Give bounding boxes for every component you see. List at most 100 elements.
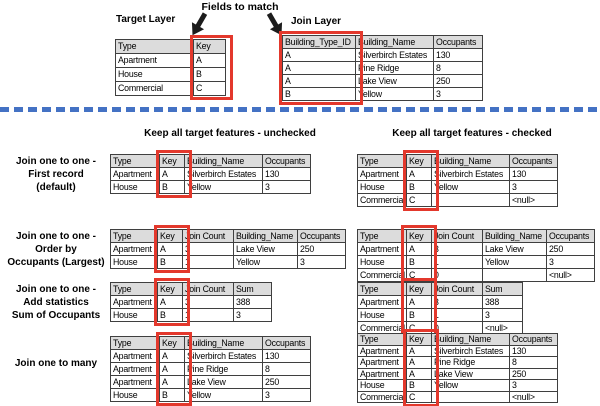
table-cell: 130 bbox=[509, 167, 558, 181]
data-table: Type Key Join Count Building_Name Occupants A… bbox=[357, 229, 595, 282]
table-cell: C bbox=[405, 268, 432, 282]
column-header: Building_Name bbox=[431, 333, 510, 346]
column-header: Type bbox=[110, 336, 160, 350]
table-cell: C bbox=[406, 193, 432, 207]
table-cell: 1 bbox=[182, 308, 234, 322]
table-cell: A bbox=[282, 48, 356, 62]
table-row: Apartment A bbox=[115, 53, 226, 68]
table-cell: House bbox=[110, 255, 158, 269]
column-header: Occupants bbox=[262, 336, 311, 350]
result-table-first-checked: Type Key Building_Name Occupants Apartment A S… bbox=[357, 150, 558, 211]
column-header: Type bbox=[357, 229, 407, 243]
table-cell: 388 bbox=[481, 295, 523, 309]
result-table-stats-checked: Type Key Join Count Sum Apartment A 3 388 House B… bbox=[357, 278, 523, 339]
column-header: Type bbox=[110, 229, 158, 243]
table-cell: 3 bbox=[182, 242, 234, 256]
result-table-many-checked: Type Key Building_Name Occupants Apartment A S… bbox=[357, 329, 558, 406]
table-cell: Yellow bbox=[184, 388, 263, 402]
table-cell: 1 bbox=[430, 255, 483, 269]
column-header: Join Count bbox=[430, 282, 483, 296]
table-row: A Silverbirch Estates 130 bbox=[282, 48, 483, 62]
fields-to-match-label: Fields to match bbox=[201, 1, 279, 13]
table-row: House B 1 Yellow 3 bbox=[357, 255, 595, 269]
data-table: Type Key Join Count Sum Apartment A 3 388 House B… bbox=[110, 282, 272, 322]
table-cell: 250 bbox=[509, 367, 558, 380]
table-cell: Pine Ridge bbox=[431, 356, 510, 369]
column-header: Type bbox=[110, 154, 160, 168]
table-row: Apartment A Silverbirch Estates 130 bbox=[357, 344, 558, 357]
table-cell: House bbox=[115, 67, 194, 82]
table-cell: Pine Ridge bbox=[355, 61, 434, 75]
column-header: Type bbox=[115, 39, 194, 54]
table-cell: Silverbirch Estates bbox=[431, 344, 510, 357]
column-header: Occupants bbox=[509, 333, 558, 346]
table-cell: 250 bbox=[297, 242, 346, 256]
table-cell: 3 bbox=[509, 379, 558, 392]
table-cell: 250 bbox=[262, 375, 311, 389]
table-cell: 3 bbox=[430, 295, 483, 309]
table-row: House B Yellow 3 bbox=[357, 379, 558, 392]
table-cell: A bbox=[157, 242, 183, 256]
column-header: Key bbox=[193, 39, 226, 54]
column-header: Join Count bbox=[182, 229, 234, 243]
table-cell: 1 bbox=[182, 255, 234, 269]
table-cell: A bbox=[159, 349, 185, 363]
table-row: A Lake View 250 bbox=[282, 74, 483, 88]
table-cell: A bbox=[406, 356, 432, 369]
table-cell: Lake View bbox=[481, 242, 547, 256]
table-cell: 3 bbox=[433, 87, 483, 101]
result-table-order-unchecked: Type Key Join Count Building_Name Occupants A… bbox=[110, 225, 346, 273]
table-row: Apartment A Lake View 250 bbox=[110, 375, 311, 389]
table-cell: B bbox=[193, 67, 226, 82]
table-cell: House bbox=[110, 180, 160, 194]
table-cell: Apartment bbox=[357, 167, 407, 181]
result-table-order-checked: Type Key Join Count Building_Name Occupants A… bbox=[357, 225, 595, 286]
table-cell: House bbox=[357, 255, 407, 269]
checked-section-header: Keep all target features - checked bbox=[392, 128, 552, 139]
table-cell: Yellow bbox=[355, 87, 434, 101]
data-table: Type Key Building_Name Occupants Apartment A S… bbox=[357, 154, 558, 207]
table-cell: 130 bbox=[509, 344, 558, 357]
table-cell: Yellow bbox=[431, 180, 510, 194]
table-cell: Apartment bbox=[357, 344, 407, 357]
join-layer-label: Join Layer bbox=[291, 16, 342, 27]
row-label-one-to-one-stats: Join one to one - Add statistics Sum of … bbox=[11, 284, 101, 321]
table-row: House B 1 3 bbox=[110, 308, 272, 322]
table-cell bbox=[481, 268, 547, 282]
column-header: Building_Name bbox=[233, 229, 298, 243]
column-header: Building_Name bbox=[481, 229, 547, 243]
target-layer-label: Target Layer bbox=[116, 14, 176, 25]
column-header: Sum bbox=[233, 282, 272, 296]
column-header: Join Count bbox=[182, 282, 234, 296]
table-cell: Apartment bbox=[110, 167, 160, 181]
table-row: Apartment A 3 388 bbox=[110, 295, 272, 309]
column-header: Key bbox=[406, 333, 432, 346]
table-cell: Lake View bbox=[233, 242, 298, 256]
table-cell: Apartment bbox=[115, 53, 194, 68]
column-header: Building_Type_ID bbox=[282, 35, 356, 49]
table-cell: 0 bbox=[430, 268, 483, 282]
data-table: Type Key Building_Name Occupants Apartment A S… bbox=[110, 154, 311, 194]
column-header: Key bbox=[157, 229, 183, 243]
join-layer-table: Building_Type_ID Building_Name Occupants A S… bbox=[279, 31, 483, 105]
result-table-first-unchecked: Type Key Building_Name Occupants Apartment A S… bbox=[110, 150, 311, 198]
column-header: Key bbox=[159, 154, 185, 168]
column-header: Occupants bbox=[433, 35, 483, 49]
column-header: Sum bbox=[481, 282, 523, 296]
table-cell: Silverbirch Estates bbox=[431, 167, 510, 181]
table-cell: <null> bbox=[545, 268, 595, 282]
table-cell: Apartment bbox=[110, 242, 158, 256]
table-cell: B bbox=[159, 388, 185, 402]
column-header: Type bbox=[110, 282, 158, 296]
row-label-one-to-many: Join one to many bbox=[14, 358, 98, 369]
table-row: Apartment A Pine Ridge 8 bbox=[357, 356, 558, 369]
table-cell: 3 bbox=[262, 388, 311, 402]
table-cell: Lake View bbox=[184, 375, 263, 389]
table-cell: Pine Ridge bbox=[184, 362, 263, 376]
column-header: Building_Name bbox=[355, 35, 434, 49]
column-header: Occupants bbox=[545, 229, 595, 243]
column-header: Key bbox=[405, 282, 432, 296]
table-row: Apartment A 3 Lake View 250 bbox=[110, 242, 346, 256]
table-row: House B 1 3 bbox=[357, 308, 523, 322]
